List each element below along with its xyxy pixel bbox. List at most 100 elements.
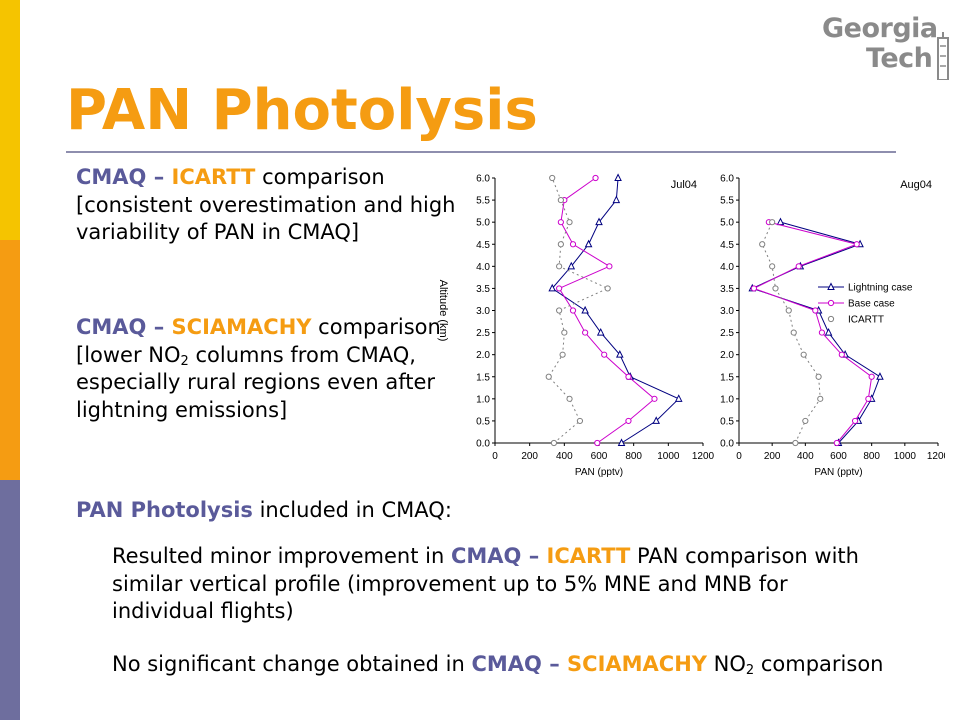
sidebar-segment-purple <box>0 480 20 720</box>
y-tick-label: 1.5 <box>720 372 734 383</box>
legend-entry: Base case <box>848 299 895 310</box>
data-point-circle <box>868 373 875 380</box>
data-point-circle <box>556 307 563 314</box>
data-point-circle <box>818 329 826 336</box>
legend-marker-triangle <box>827 282 835 290</box>
term-sciamachy: SCIAMACHY <box>567 652 707 676</box>
sidebar-segment-yellow <box>0 0 20 240</box>
data-point-triangle <box>876 372 884 380</box>
y-tick-label: 6.0 <box>720 174 734 185</box>
data-point-circle <box>569 241 577 248</box>
legend-entry: Lightning case <box>848 283 913 294</box>
data-point-triangle <box>615 350 624 358</box>
pan-profile-charts: 0.0 0.5 1.0 1.5 2.0 2.5 3.0 3.5 4.0 4.5 5.0 5.5 6.0 0… <box>437 173 945 478</box>
dash: – <box>146 165 172 189</box>
term-cmaq: CMAQ <box>76 165 147 189</box>
data-point-circle <box>865 395 872 402</box>
data-point-circle <box>792 439 799 447</box>
y-tick-label: 4.0 <box>476 262 490 273</box>
y-tick-label: 3.0 <box>720 306 734 317</box>
data-point-circle <box>812 307 819 314</box>
x-tick-label: 400 <box>797 451 814 462</box>
term-cmaq: CMAQ <box>76 315 147 339</box>
data-point-triangle <box>617 438 626 446</box>
data-point-triangle <box>652 416 661 424</box>
legend-marker-circle <box>827 315 835 323</box>
y-tick-label: 4.0 <box>720 262 734 273</box>
y-tick-label: 0.0 <box>720 439 734 450</box>
y-tick-label: 2.5 <box>476 328 490 339</box>
dash: – <box>146 315 172 339</box>
x-tick-label: 1000 <box>657 451 680 462</box>
y-tick-label: 1.0 <box>720 394 734 405</box>
data-point-circle <box>566 395 573 402</box>
data-point-circle <box>594 439 601 447</box>
bullet-text-end: comparison <box>754 652 884 676</box>
data-point-circle <box>769 219 776 226</box>
data-point-triangle <box>584 239 593 248</box>
term-cmaq: CMAQ <box>471 652 542 676</box>
data-point-circle <box>815 373 822 380</box>
logo-line-1: Georgia <box>822 13 938 44</box>
y-tick-label: 6.0 <box>476 174 490 185</box>
term-sciamachy: SCIAMACHY <box>171 315 312 339</box>
x-tick-label: 0 <box>736 451 742 462</box>
y-tick-label: 4.5 <box>476 240 490 251</box>
chart-title: Aug04 <box>900 179 932 191</box>
x-tick-label: 600 <box>830 451 847 462</box>
series-line-lightning-case <box>750 221 881 444</box>
data-point-circle <box>802 417 809 425</box>
data-point-circle <box>853 241 860 248</box>
bullet-text: comparison [consistent overestimation an… <box>76 165 456 244</box>
term-icartt: ICARTT <box>546 544 631 568</box>
bullet-text: No significant change obtained in <box>112 652 472 676</box>
data-point-circle <box>790 329 797 336</box>
data-point-triangle <box>614 173 622 181</box>
dash: – <box>541 652 568 676</box>
x-tick-label: 800 <box>863 451 880 462</box>
data-point-circle <box>561 329 568 336</box>
data-point-circle <box>604 285 611 292</box>
data-point-circle <box>576 417 584 425</box>
series-line-icartt <box>761 221 821 444</box>
x-tick-label: 200 <box>521 451 538 462</box>
data-point-circle <box>833 439 840 447</box>
data-point-circle <box>557 196 564 204</box>
y-tick-label: 2.0 <box>720 350 734 361</box>
data-point-circle <box>838 351 845 358</box>
x-tick-label: 400 <box>556 451 573 462</box>
x-tick-label: 1200 <box>927 451 945 462</box>
y-tick-label: 5.5 <box>476 196 490 207</box>
data-point-circle <box>625 417 632 425</box>
data-point-circle <box>625 373 632 380</box>
data-point-circle <box>750 285 758 292</box>
subbullet-icartt-improvement: Resulted minor improvement in CMAQ – ICA… <box>112 543 892 626</box>
bullet-text: Resulted minor improvement in <box>112 544 451 568</box>
y-tick-label: 5.0 <box>720 218 734 229</box>
data-point-circle <box>592 174 599 182</box>
logo-line-2: Tech <box>866 43 933 74</box>
subscript-2: 2 <box>745 663 755 678</box>
data-point-circle <box>601 351 608 358</box>
data-point-circle <box>556 263 563 270</box>
data-point-triangle <box>776 217 785 226</box>
data-point-circle <box>851 417 859 425</box>
subscript-2: 2 <box>180 353 189 369</box>
y-tick-label: 1.0 <box>476 394 490 405</box>
data-point-triangle <box>595 217 603 226</box>
data-point-triangle <box>612 195 621 204</box>
x-axis-label: PAN (pptv) <box>575 467 623 478</box>
y-tick-label: 2.0 <box>476 350 490 361</box>
y-tick-label: 0.5 <box>720 416 734 427</box>
term-cmaq: CMAQ <box>450 544 522 568</box>
x-tick-label: 600 <box>591 451 608 462</box>
data-point-circle <box>651 395 658 402</box>
subbullet-sciamachy-no-change: No significant change obtained in CMAQ –… <box>112 651 892 679</box>
data-point-circle <box>769 263 776 270</box>
bullet-text-cont: PAN comparison with similar vertical pro… <box>112 544 859 623</box>
x-tick-label: 0 <box>492 451 498 462</box>
data-point-triangle <box>581 305 589 314</box>
x-tick-label: 1000 <box>894 451 917 462</box>
y-tick-label: 3.0 <box>476 306 490 317</box>
data-point-circle <box>556 285 563 292</box>
